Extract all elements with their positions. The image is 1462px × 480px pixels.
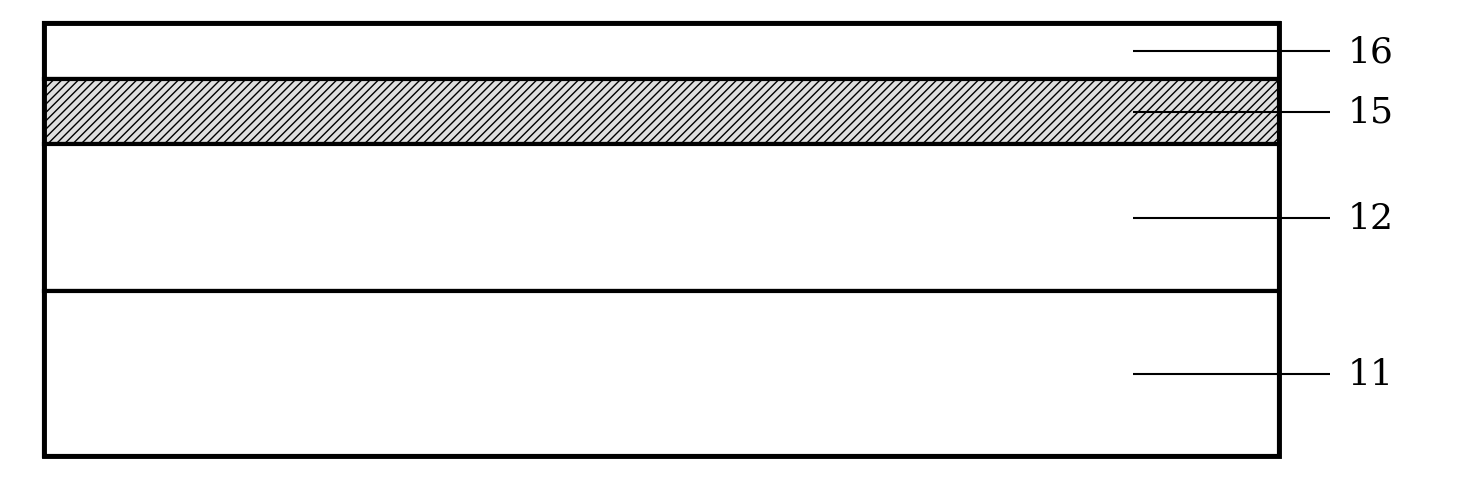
Text: 15: 15 bbox=[1348, 96, 1395, 130]
Bar bbox=[44, 145, 1279, 292]
Bar bbox=[44, 24, 1279, 456]
Bar bbox=[44, 80, 1279, 145]
Text: 16: 16 bbox=[1348, 35, 1393, 69]
Bar bbox=[44, 292, 1279, 456]
Text: 11: 11 bbox=[1348, 357, 1393, 391]
Text: 12: 12 bbox=[1348, 202, 1393, 235]
Bar bbox=[44, 24, 1279, 80]
